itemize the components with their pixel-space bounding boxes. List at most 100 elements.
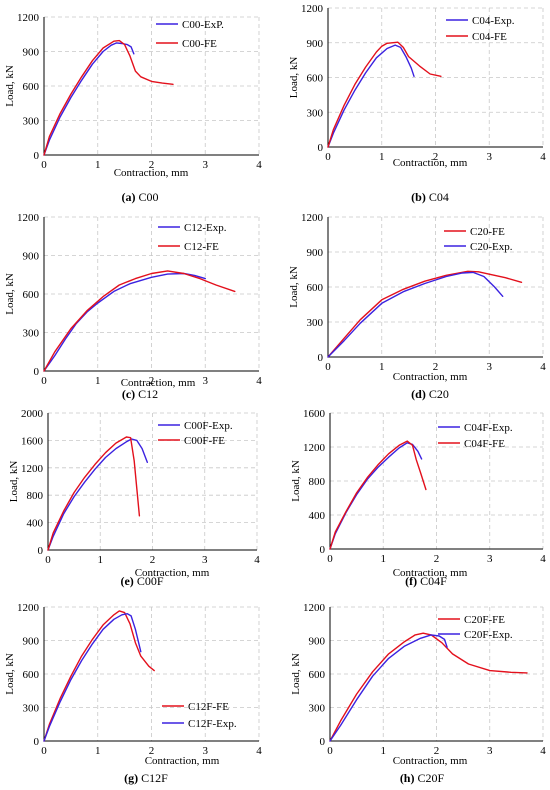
y-axis-label: Load, kN [288, 266, 300, 308]
x-tick-label: 0 [327, 745, 333, 757]
x-tick-label: 3 [487, 361, 493, 373]
legend-label: C12-FE [184, 241, 219, 253]
legend-label: C12F-Exp. [188, 718, 237, 730]
x-tick-label: 2 [433, 151, 439, 163]
legend-label: C20-Exp. [470, 241, 513, 253]
x-tick-label: 2 [149, 159, 155, 171]
chart-panel-1: 0 1 2 3 4 0 300 600 900 1200 C00-ExP. C00-FE Contrac… [4, 12, 262, 204]
y-tick-label: 800 [27, 490, 44, 502]
x-tick-label: 3 [487, 745, 493, 757]
chart-panel-4: 0 1 2 3 4 0 300 600 900 1200 C20-FE C20-Exp. Contrac… [288, 212, 546, 401]
x-tick-label: 2 [434, 745, 440, 757]
y-tick-label: 300 [309, 703, 326, 715]
x-axis-label: Contraction, mm [145, 755, 220, 767]
x-tick-label: 0 [45, 554, 51, 566]
x-tick-label: 1 [95, 375, 101, 387]
series-line-exp [329, 442, 423, 550]
y-tick-label: 2000 [21, 408, 44, 420]
x-axis-label: Contraction, mm [121, 377, 196, 389]
y-tick-label: 900 [23, 251, 40, 263]
panel-caption: (b) C04 [411, 190, 449, 204]
y-tick-label: 600 [309, 669, 326, 681]
y-tick-label: 600 [23, 669, 40, 681]
panel-caption-name: C12 [135, 387, 158, 401]
x-tick-label: 4 [254, 554, 260, 566]
panel-caption-id: (b) [411, 190, 426, 204]
legend-label: C20-FE [470, 226, 505, 238]
series-line-fe [329, 632, 528, 742]
panel-caption-name: C20 [426, 387, 449, 401]
panel-caption-id: (h) [400, 771, 415, 785]
legend-label: C04-FE [472, 31, 507, 43]
x-tick-label: 0 [325, 151, 331, 163]
x-tick-label: 2 [433, 361, 439, 373]
panel-caption: (d) C20 [411, 387, 449, 401]
legend-label: C20F-Exp. [464, 629, 513, 641]
panel-caption-id: (a) [121, 190, 135, 204]
y-axis-label: Load, kN [290, 460, 302, 502]
panel-caption: (a) C00 [121, 190, 158, 204]
series-line-fe [327, 41, 442, 148]
panel-caption-name: C20F [414, 771, 444, 785]
series-line-fe [43, 610, 155, 742]
panel-caption-id: (f) [405, 574, 417, 588]
x-tick-label: 3 [203, 375, 209, 387]
y-tick-label: 1600 [303, 408, 326, 420]
x-tick-label: 0 [41, 159, 47, 171]
x-tick-label: 0 [41, 745, 47, 757]
chart-panel-7: 0 1 2 3 4 0 300 600 900 1200 C12F-FE C12F-Exp. Contr… [4, 602, 262, 785]
panel-caption-name: C12F [138, 771, 168, 785]
chart-panel-6: 0 1 2 3 4 0 400 800 1200 1600 C04F-Exp. C04F-FE Cont… [290, 408, 546, 588]
series-line-exp [327, 44, 415, 148]
x-tick-label: 0 [325, 361, 331, 373]
legend-label: C04-Exp. [472, 15, 515, 27]
y-axis-label: Load, kN [4, 65, 16, 107]
y-tick-label: 400 [309, 510, 326, 522]
y-tick-label: 1600 [21, 435, 44, 447]
x-tick-label: 1 [381, 745, 387, 757]
x-axis-label: Contraction, mm [393, 371, 468, 383]
x-tick-label: 3 [487, 151, 493, 163]
y-tick-label: 0 [38, 545, 44, 557]
x-tick-label: 3 [203, 159, 209, 171]
y-tick-label: 600 [307, 73, 324, 85]
x-tick-label: 4 [256, 745, 262, 757]
legend-label: C04F-Exp. [464, 422, 513, 434]
y-tick-label: 1200 [301, 212, 324, 224]
y-tick-label: 300 [23, 703, 40, 715]
series-line-fe [47, 436, 141, 551]
x-tick-label: 3 [203, 745, 209, 757]
legend-label: C12F-FE [188, 701, 229, 713]
legend-label: C00F-Exp. [184, 420, 233, 432]
x-tick-label: 1 [379, 151, 385, 163]
series-line-fe [329, 440, 427, 550]
y-tick-label: 1200 [17, 12, 40, 24]
y-tick-label: 400 [27, 518, 44, 530]
y-axis-label: Load, kN [4, 653, 16, 695]
chart-panel-8: 0 1 2 3 4 0 300 600 900 1200 C20F-FE C20F-Exp. Contr… [290, 602, 546, 785]
panel-caption: (e) C00F [120, 574, 163, 588]
series-line-fe [43, 270, 236, 372]
y-tick-label: 1200 [17, 602, 40, 614]
legend-label: C00-FE [182, 38, 217, 50]
chart-panel-3: 0 1 2 3 4 0 300 600 900 1200 C12-Exp. C12-FE Contrac… [4, 212, 262, 401]
x-axis-label: Contraction, mm [393, 567, 468, 579]
series-line-exp [327, 271, 504, 358]
x-tick-label: 4 [540, 745, 546, 757]
y-tick-label: 0 [320, 544, 326, 556]
chart-panel-2: 0 1 2 3 4 0 300 600 900 1200 C04-Exp. C04-FE Contrac… [288, 3, 546, 204]
legend-label: C20F-FE [464, 614, 505, 626]
y-tick-label: 0 [34, 736, 40, 748]
panel-caption-id: (d) [411, 387, 426, 401]
legend-label: C00F-FE [184, 435, 225, 447]
x-tick-label: 4 [540, 361, 546, 373]
panel-caption: (c) C12 [122, 387, 158, 401]
panel-caption-name: C04 [426, 190, 449, 204]
series-line-fe [327, 270, 523, 358]
y-tick-label: 900 [307, 38, 324, 50]
panel-caption-id: (e) [120, 574, 133, 588]
x-tick-label: 1 [95, 159, 101, 171]
y-tick-label: 800 [309, 476, 326, 488]
panel-caption: (g) C12F [124, 771, 168, 785]
